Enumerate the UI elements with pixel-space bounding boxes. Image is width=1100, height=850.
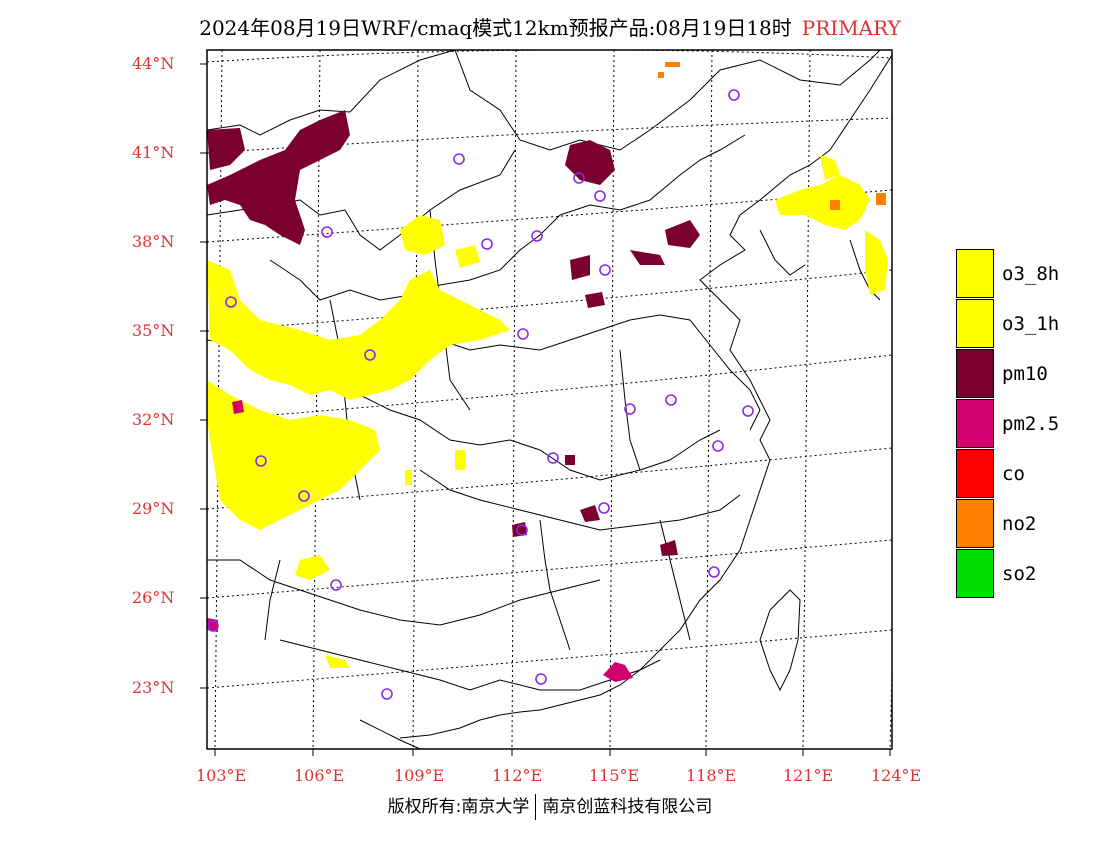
- copyright-footer: 版权所有:南京大学 南京创蓝科技有限公司: [0, 792, 1100, 820]
- axis-ticks: [200, 63, 891, 756]
- pollutant-legend: o3_8h o3_1h pm10 pm2.5 co no2 so2: [956, 249, 1096, 599]
- legend-label-pm25: pm2.5: [1002, 413, 1060, 435]
- o3-areas: [207, 155, 888, 668]
- legend-item-no2: no2: [956, 499, 1096, 549]
- lat-label-29: 29°N: [132, 499, 175, 518]
- title-main: 2024年08月19日WRF/cmaq模式12km预报产品:08月19日18时: [199, 16, 792, 40]
- legend-item-o3-8h: o3_8h: [956, 249, 1096, 299]
- title-primary-tag: PRIMARY: [801, 16, 901, 40]
- map-frame: [206, 49, 893, 750]
- lat-label-44: 44°N: [132, 54, 175, 73]
- legend-label-o3-8h: o3_8h: [1002, 263, 1060, 285]
- lat-label-41: 41°N: [132, 143, 175, 162]
- map-title: 2024年08月19日WRF/cmaq模式12km预报产品:08月19日18时 P…: [0, 12, 1100, 41]
- legend-swatch-o3-8h: [956, 249, 994, 298]
- legend-label-pm10: pm10: [1002, 363, 1048, 385]
- legend-swatch-pm25: [956, 399, 994, 448]
- legend-swatch-pm10: [956, 349, 994, 398]
- legend-swatch-o3-1h: [956, 299, 994, 348]
- legend-item-so2: so2: [956, 549, 1096, 599]
- lat-label-38: 38°N: [132, 232, 175, 251]
- lon-label-124: 124°E: [871, 766, 922, 785]
- legend-label-so2: so2: [1002, 563, 1037, 585]
- lon-label-118: 118°E: [686, 766, 737, 785]
- lon-label-115: 115°E: [589, 766, 640, 785]
- lat-label-23: 23°N: [132, 678, 175, 697]
- legend-swatch-co: [956, 449, 994, 498]
- legend-label-no2: no2: [1002, 513, 1037, 535]
- lon-label-109: 109°E: [394, 766, 445, 785]
- legend-item-pm10: pm10: [956, 349, 1096, 399]
- legend-label-co: co: [1002, 463, 1025, 485]
- lon-label-106: 106°E: [294, 766, 345, 785]
- coastline: [359, 54, 892, 749]
- copyright-divider: [535, 794, 537, 820]
- no2-areas: [658, 62, 886, 210]
- legend-item-o3-1h: o3_1h: [956, 299, 1096, 349]
- copyright-company: 南京创蓝科技有限公司: [542, 797, 713, 817]
- legend-swatch-so2: [956, 549, 994, 598]
- latitude-gridlines: [207, 50, 892, 689]
- lon-label-121: 121°E: [783, 766, 834, 785]
- lat-label-32: 32°N: [132, 410, 175, 429]
- lat-label-26: 26°N: [132, 588, 175, 607]
- legend-item-co: co: [956, 449, 1096, 499]
- legend-label-o3-1h: o3_1h: [1002, 313, 1060, 335]
- copyright-owner: 版权所有:南京大学: [387, 797, 530, 817]
- station-markers: [207, 89, 754, 700]
- legend-item-pm25: pm2.5: [956, 399, 1096, 449]
- lon-label-103: 103°E: [196, 766, 247, 785]
- lon-label-112: 112°E: [492, 766, 543, 785]
- lat-label-35: 35°N: [132, 321, 175, 340]
- legend-swatch-no2: [956, 499, 994, 548]
